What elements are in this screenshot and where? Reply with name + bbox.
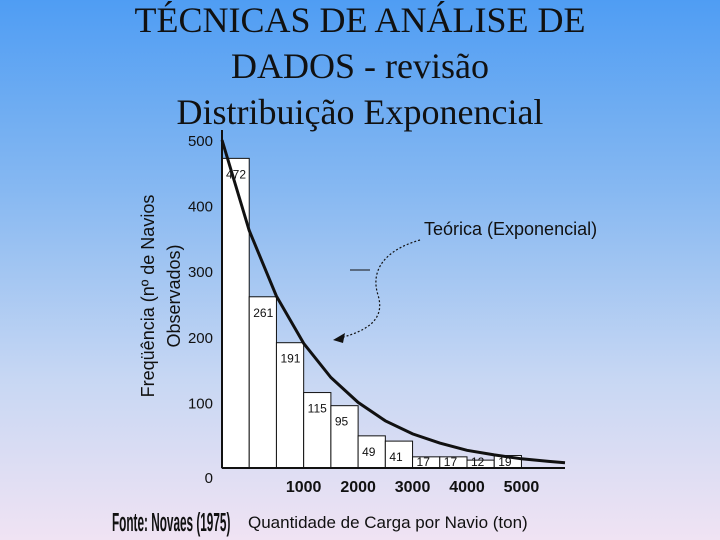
- slide-subtitle: Distribuição Exponencial: [176, 92, 544, 132]
- y-axis-label-line1: Freqüência (nº de Navios: [138, 195, 158, 398]
- y-tick-label: 400: [188, 199, 213, 216]
- y-tick-label: 200: [188, 330, 213, 347]
- bar-value-label: 12: [471, 455, 485, 469]
- histogram-bar: [221, 157, 250, 469]
- bar-value-label: 191: [280, 352, 300, 366]
- bar-value-label: 95: [335, 415, 349, 429]
- bar-value-label: 17: [444, 455, 458, 469]
- exponential-curve: [220, 139, 566, 465]
- source-note: Fonte: Novaes (1975): [112, 509, 230, 537]
- bar-value-label: 49: [362, 445, 376, 459]
- x-tick-label: 4000: [449, 479, 485, 496]
- slide-title-line2: DADOS - revisão: [231, 46, 489, 86]
- bar-value-label: 115: [308, 402, 327, 416]
- bar-value-label: 41: [389, 450, 403, 464]
- histogram-bar: [384, 440, 414, 469]
- y-tick-labels: 0 100 200 300 400 500: [188, 133, 213, 487]
- x-tick-label: 1000: [286, 479, 322, 496]
- bar-labels-group: 472 261 191 115 95 49 41 17 17 12 19: [226, 167, 512, 469]
- x-axis-label: Quantidade de Carga por Navio (ton): [248, 513, 528, 532]
- curve-annotation-arrow: [339, 239, 421, 339]
- slide-title-line1: TÉCNICAS DE ANÁLISE DE: [134, 0, 586, 40]
- y-tick-label: 100: [188, 395, 213, 412]
- bar-value-label: 472: [226, 167, 246, 181]
- x-tick-labels: 1000 2000 3000 4000 5000: [286, 479, 539, 496]
- y-tick-label: 0: [205, 470, 213, 487]
- bar-value-label: 17: [417, 455, 431, 469]
- y-tick-label: 500: [188, 133, 213, 150]
- x-tick-label: 2000: [340, 479, 376, 496]
- y-tick-label: 300: [188, 264, 213, 281]
- bars-group: [221, 157, 522, 469]
- bar-value-label: 261: [253, 306, 273, 320]
- y-axis-label-line2: Observados): [164, 244, 184, 347]
- curve-legend-label: Teórica (Exponencial): [424, 219, 597, 239]
- x-tick-label: 3000: [395, 479, 431, 496]
- curve-annotation-arrowhead: [333, 333, 345, 343]
- bar-value-label: 19: [498, 455, 512, 469]
- histogram-bar: [248, 296, 277, 469]
- x-tick-label: 5000: [504, 479, 540, 496]
